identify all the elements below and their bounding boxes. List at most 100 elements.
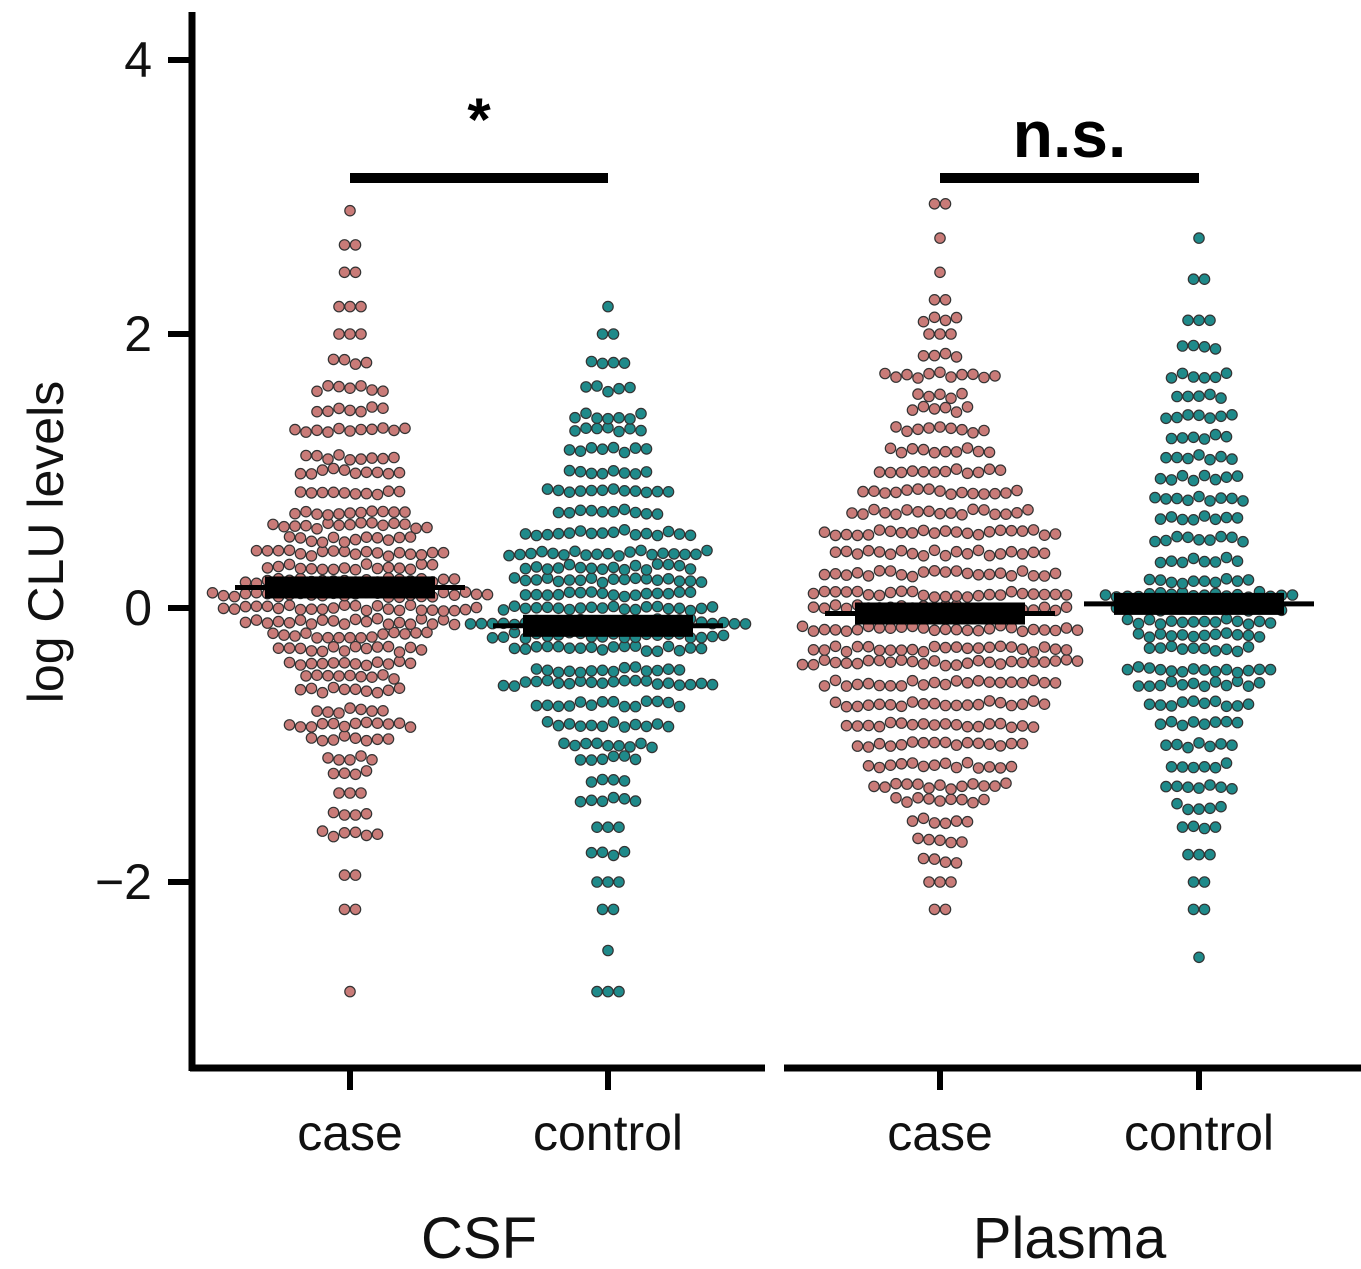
data-point <box>1143 662 1156 674</box>
data-point <box>1000 777 1012 789</box>
data-point <box>1160 451 1172 464</box>
data-point <box>662 587 675 600</box>
data-point <box>807 625 820 637</box>
data-point <box>662 602 675 615</box>
data-point <box>1143 680 1156 692</box>
data-point <box>618 446 631 459</box>
data-point <box>1176 469 1189 482</box>
data-point <box>624 381 636 394</box>
data-point <box>327 486 340 499</box>
data-point <box>884 622 897 634</box>
data-point <box>596 720 609 733</box>
data-point <box>371 828 384 840</box>
data-point <box>879 487 891 499</box>
data-point <box>884 466 897 479</box>
data-point <box>868 485 880 497</box>
data-point <box>300 449 312 462</box>
data-point <box>393 717 406 729</box>
data-point <box>868 780 880 793</box>
data-point <box>1198 469 1211 482</box>
data-point <box>1198 273 1211 285</box>
data-point <box>497 631 510 643</box>
data-point <box>829 585 842 598</box>
data-point <box>912 791 924 804</box>
data-point <box>366 452 378 464</box>
data-point <box>629 572 642 585</box>
data-point <box>939 465 952 478</box>
data-point <box>917 718 930 730</box>
data-point <box>989 780 1001 792</box>
data-point <box>602 547 614 560</box>
data-point <box>355 703 367 716</box>
data-point <box>884 565 897 577</box>
data-point <box>294 721 307 733</box>
data-point <box>629 700 642 713</box>
data-point <box>311 449 323 462</box>
data-point <box>1165 700 1178 712</box>
data-point <box>851 585 864 598</box>
data-point <box>552 677 565 689</box>
data-point <box>807 587 820 600</box>
data-point <box>349 903 362 916</box>
data-point <box>629 589 642 601</box>
data-point <box>1016 525 1029 537</box>
data-point <box>818 623 831 636</box>
data-point <box>1253 663 1266 676</box>
data-point <box>961 547 974 560</box>
data-point <box>884 586 897 599</box>
data-point <box>1220 715 1233 728</box>
data-point <box>807 658 820 671</box>
data-point <box>349 488 362 500</box>
data-point <box>355 670 367 683</box>
data-point <box>1160 780 1172 793</box>
data-point <box>333 300 345 313</box>
data-point <box>261 600 274 613</box>
data-point <box>1198 876 1211 888</box>
data-point <box>818 568 831 581</box>
data-point <box>344 518 356 531</box>
data-point <box>1193 314 1205 327</box>
data-point <box>851 700 864 713</box>
data-point <box>404 657 417 670</box>
data-point <box>950 545 963 558</box>
data-point <box>1231 512 1244 524</box>
data-point <box>574 504 587 517</box>
data-point <box>613 876 625 888</box>
data-point <box>239 587 252 600</box>
data-point <box>569 545 581 558</box>
data-point <box>272 544 285 557</box>
data-point <box>1198 371 1211 384</box>
data-point <box>530 588 543 601</box>
data-point <box>906 585 919 598</box>
data-point <box>906 442 919 455</box>
data-point <box>1038 601 1051 614</box>
data-point <box>327 681 340 694</box>
data-point <box>1176 577 1189 590</box>
data-point <box>983 738 996 750</box>
data-point <box>360 642 373 655</box>
data-point <box>388 451 400 464</box>
data-point <box>651 718 664 730</box>
data-point <box>580 549 592 561</box>
data-point <box>1049 677 1062 689</box>
data-point <box>613 821 625 833</box>
data-point <box>706 601 719 613</box>
data-point <box>857 508 869 520</box>
data-point <box>327 353 340 366</box>
data-point <box>829 529 842 542</box>
data-point <box>1264 663 1277 676</box>
data-point <box>906 643 919 656</box>
data-point <box>1165 511 1178 523</box>
data-point <box>840 680 853 692</box>
data-point <box>574 445 587 457</box>
data-point <box>1121 663 1134 676</box>
data-point <box>961 467 974 480</box>
data-point <box>1022 503 1034 516</box>
data-point <box>289 520 301 532</box>
data-point <box>1198 680 1211 693</box>
data-point <box>1226 408 1238 421</box>
data-point <box>662 696 675 709</box>
data-point <box>305 732 318 744</box>
data-point <box>371 599 384 612</box>
data-point <box>862 544 875 557</box>
